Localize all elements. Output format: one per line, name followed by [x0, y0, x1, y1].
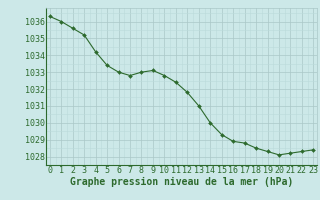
- X-axis label: Graphe pression niveau de la mer (hPa): Graphe pression niveau de la mer (hPa): [70, 177, 293, 187]
